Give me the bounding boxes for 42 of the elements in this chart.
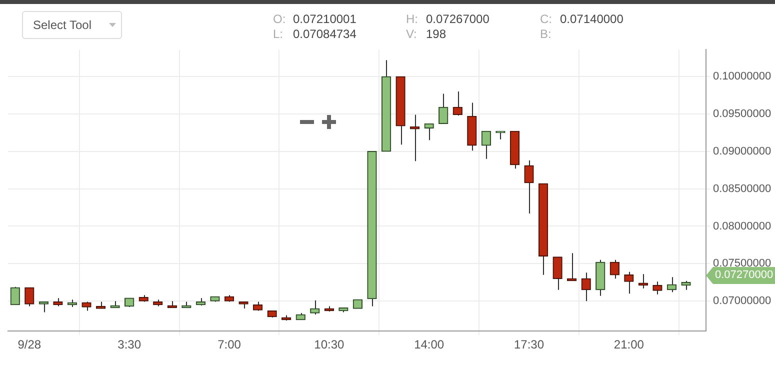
candlestick bbox=[652, 281, 662, 295]
text: Select Tool bbox=[33, 18, 92, 32]
text: 0.07140000 bbox=[560, 12, 624, 26]
text: B: bbox=[540, 27, 552, 41]
candlestick bbox=[438, 93, 448, 124]
candlestick bbox=[410, 114, 420, 162]
y-tick-label: 0.07500000 bbox=[713, 258, 772, 270]
candlestick bbox=[610, 259, 620, 280]
x-tick-label: 3:30 bbox=[118, 338, 142, 352]
candlestick bbox=[310, 300, 320, 316]
y-tick-label: 0.07000000 bbox=[713, 295, 772, 308]
candlestick bbox=[481, 130, 492, 160]
text: 0.07084734 bbox=[293, 27, 356, 41]
text: 198 bbox=[426, 27, 446, 41]
candlestick bbox=[10, 286, 20, 306]
x-tick-label: 7:00 bbox=[218, 338, 242, 352]
x-tick-label: 17:30 bbox=[514, 338, 544, 352]
candlestick bbox=[24, 287, 34, 307]
candlestick bbox=[552, 256, 562, 290]
text: H: bbox=[406, 12, 418, 26]
candlestick bbox=[452, 91, 462, 116]
candlestick bbox=[624, 271, 634, 294]
x-tick-label: 21:00 bbox=[614, 338, 644, 352]
y-tick-label: 0.09000000 bbox=[713, 145, 772, 158]
candlestick bbox=[424, 123, 434, 141]
y-tick-label: 0.10000000 bbox=[713, 70, 772, 83]
candlestick bbox=[524, 160, 534, 214]
text: 0.07270000 bbox=[713, 267, 775, 284]
x-tick-label: 14:00 bbox=[414, 338, 444, 352]
candlestick bbox=[38, 301, 49, 313]
x-tick-label: 9/28 bbox=[18, 338, 42, 352]
candlestick bbox=[581, 272, 591, 302]
text: 0.07267000 bbox=[426, 12, 490, 26]
text: O: bbox=[273, 12, 286, 26]
text: L: bbox=[273, 27, 284, 41]
y-tick-label: 0.09500000 bbox=[713, 108, 772, 120]
y-tick-label: 0.08000000 bbox=[713, 220, 772, 232]
text: V: bbox=[406, 27, 417, 41]
x-tick-label: 10:30 bbox=[314, 338, 345, 352]
text: 0.07210001 bbox=[293, 12, 356, 26]
y-tick-label: 0.08500000 bbox=[713, 182, 772, 195]
text: C: bbox=[540, 12, 552, 26]
